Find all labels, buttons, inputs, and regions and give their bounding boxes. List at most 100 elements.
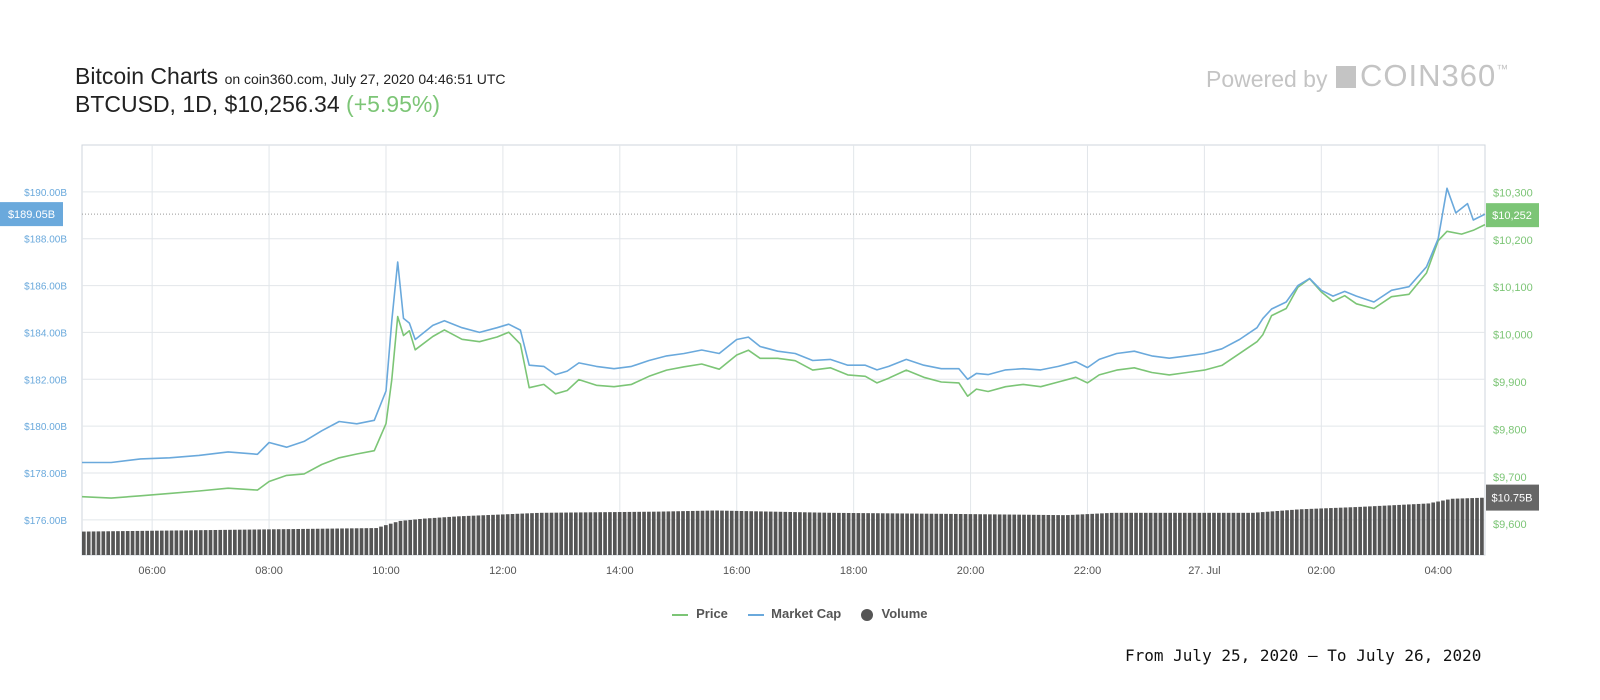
grid bbox=[81, 144, 1486, 556]
volume-bar bbox=[890, 513, 895, 555]
volume-bar bbox=[500, 514, 505, 555]
price-summary: BTCUSD, 1D, $10,256.34 (+5.95%) bbox=[75, 91, 440, 118]
volume-bar bbox=[1080, 514, 1085, 555]
volume-bar bbox=[1012, 514, 1017, 555]
volume-bar bbox=[315, 528, 320, 555]
volume-bar bbox=[861, 513, 866, 555]
volume-bar bbox=[656, 511, 661, 555]
volume-bar bbox=[1411, 504, 1416, 555]
volume-bar bbox=[1231, 512, 1236, 555]
volume-bar bbox=[1119, 512, 1124, 555]
volume-bar bbox=[773, 511, 778, 555]
legend-item-volume[interactable]: Volume bbox=[860, 606, 928, 621]
volume-bar bbox=[1460, 498, 1465, 555]
right-tick-label: $9,700 bbox=[1493, 472, 1527, 484]
market-cap-line[interactable] bbox=[82, 187, 1486, 464]
volume-bar bbox=[598, 512, 603, 555]
volume-bar bbox=[91, 531, 96, 555]
volume-bar bbox=[900, 513, 905, 555]
volume-bar bbox=[335, 528, 339, 555]
volume-bar bbox=[1280, 510, 1285, 555]
pair-and-price: BTCUSD, 1D, $10,256.34 bbox=[75, 91, 340, 117]
volume-bar bbox=[286, 529, 291, 555]
volume-bar bbox=[934, 513, 939, 555]
legend-label-volume: Volume bbox=[881, 606, 928, 621]
price-change: (+5.95%) bbox=[346, 91, 440, 117]
volume-bar bbox=[686, 511, 690, 555]
left-tick-label: $188.00B bbox=[24, 235, 67, 246]
volume-bar bbox=[471, 515, 476, 555]
volume-bar bbox=[1114, 512, 1119, 555]
volume-bar bbox=[564, 512, 568, 555]
volume-bar bbox=[885, 513, 890, 555]
volume-bar bbox=[164, 530, 169, 555]
market-cap-line-icon bbox=[747, 613, 764, 616]
volume-bar bbox=[778, 511, 783, 555]
volume-bar bbox=[384, 525, 388, 555]
volume-bar bbox=[544, 512, 549, 555]
volume-bar bbox=[276, 529, 281, 555]
volume-bar bbox=[1212, 512, 1216, 555]
legend-label-market-cap: Market Cap bbox=[771, 606, 842, 621]
legend-item-price[interactable]: Price bbox=[672, 606, 728, 621]
volume-bar bbox=[96, 531, 101, 555]
volume-bar bbox=[1260, 512, 1265, 555]
volume-bar bbox=[1178, 512, 1182, 555]
volume-bar bbox=[120, 531, 125, 555]
right-tick-label: $10,000 bbox=[1493, 330, 1533, 342]
volume-bar bbox=[296, 528, 301, 555]
volume-bar bbox=[1168, 512, 1172, 555]
volume-bar bbox=[1363, 506, 1367, 555]
volume-bar bbox=[1377, 505, 1382, 555]
volume-bar bbox=[491, 514, 495, 555]
volume-bar bbox=[666, 511, 671, 555]
volume-bar bbox=[1197, 512, 1202, 555]
coin360-logo[interactable]: COIN360™ bbox=[1336, 58, 1509, 94]
volume-bar bbox=[398, 520, 403, 555]
volume-bar bbox=[876, 513, 880, 555]
volume-bar bbox=[1061, 515, 1065, 555]
brand-name: COIN360 bbox=[1360, 58, 1497, 93]
volume-bar bbox=[379, 526, 383, 555]
volume-bar bbox=[1416, 503, 1421, 555]
volume-bar bbox=[622, 511, 627, 555]
volume-bar bbox=[145, 530, 149, 555]
volume-bar bbox=[617, 512, 622, 555]
volume-bar bbox=[1051, 515, 1056, 555]
volume-bar bbox=[1139, 512, 1143, 555]
volume-bar bbox=[1017, 514, 1021, 555]
volume-bar bbox=[535, 512, 539, 555]
price-line[interactable] bbox=[81, 223, 1486, 499]
volume-bar bbox=[1329, 508, 1333, 555]
volume-bar bbox=[130, 530, 135, 555]
volume-bar bbox=[213, 529, 218, 555]
volume-bar bbox=[1421, 503, 1426, 555]
left-tick-label: $176.00B bbox=[24, 516, 67, 527]
volume-bar bbox=[1333, 507, 1338, 555]
plot-frame bbox=[81, 144, 1486, 556]
volume-bar bbox=[340, 528, 344, 555]
volume-bar bbox=[1041, 514, 1046, 555]
volume-bar bbox=[924, 513, 929, 555]
volume-bar bbox=[1182, 512, 1187, 555]
volume-bar bbox=[846, 512, 851, 555]
volume-bar bbox=[612, 512, 617, 555]
volume-bar bbox=[910, 513, 914, 555]
volume-bar bbox=[1338, 507, 1343, 555]
x-tick-label: 27. Jul bbox=[1188, 565, 1220, 577]
volume-bar bbox=[1407, 504, 1411, 555]
volume-bar bbox=[539, 512, 544, 555]
volume-bar bbox=[681, 511, 685, 555]
x-tick-label: 10:00 bbox=[372, 565, 400, 577]
x-tick-label: 06:00 bbox=[138, 565, 166, 577]
coin360-logo-icon bbox=[1336, 66, 1356, 88]
volume-bar bbox=[1070, 514, 1075, 555]
legend-item-market-cap[interactable]: Market Cap bbox=[747, 606, 842, 621]
current-price-label: $10,252 bbox=[1492, 210, 1532, 222]
volume-bar bbox=[1324, 508, 1328, 555]
volume-bar bbox=[637, 511, 642, 555]
volume-bar bbox=[968, 514, 973, 555]
volume-bar bbox=[734, 510, 739, 555]
volume-bar bbox=[817, 512, 822, 555]
volume-bar bbox=[135, 530, 140, 555]
